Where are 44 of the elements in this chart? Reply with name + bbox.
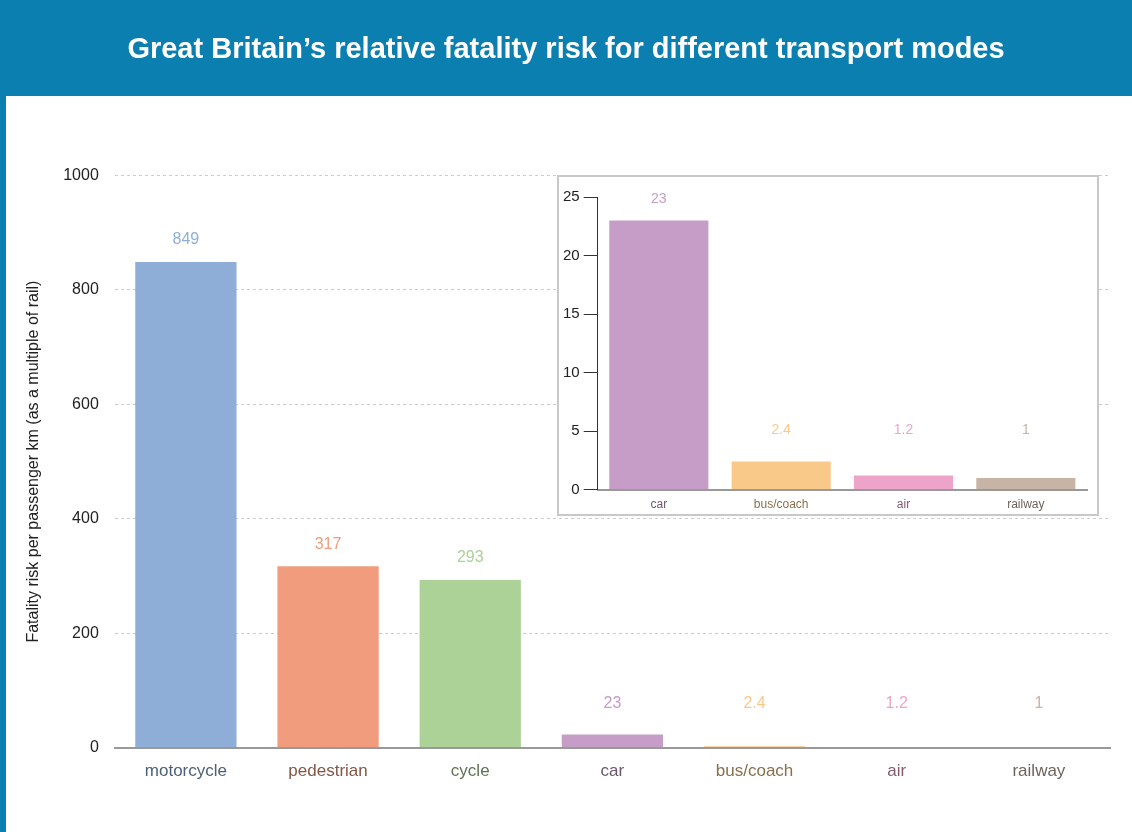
data-label: 1	[1021, 421, 1030, 438]
x-tick-label: bus/coach	[753, 497, 809, 512]
data-label: 23	[603, 694, 622, 712]
y-tick-label: 10	[563, 362, 580, 380]
data-label: 1.2	[885, 694, 908, 712]
bar	[609, 220, 709, 490]
y-tick-label: 0	[89, 738, 99, 756]
bar	[419, 580, 521, 748]
data-label: 1.2	[893, 421, 914, 438]
x-tick-label: cycle	[450, 761, 490, 781]
x-tick-label: air	[896, 497, 911, 512]
chart-title: Great Britain’s relative fatality risk for different transport modes	[0, 0, 1132, 96]
x-tick-label: motorcycle	[144, 761, 227, 781]
x-tick-label: bus/coach	[715, 761, 794, 781]
x-tick-label: pedestrian	[288, 761, 368, 781]
y-tick-label: 0	[571, 479, 580, 497]
y-tick-label: 25	[563, 187, 580, 205]
bar	[135, 261, 237, 748]
bar	[561, 734, 664, 748]
bar	[277, 566, 379, 748]
y-tick-label: 800	[72, 280, 99, 298]
data-label: 2.4	[771, 421, 792, 438]
data-label: 293	[456, 548, 484, 566]
data-label: 23	[651, 190, 667, 207]
x-tick-label: car	[650, 497, 668, 512]
x-tick-label: car	[600, 761, 625, 781]
bar	[976, 477, 1076, 490]
y-tick-label: 600	[72, 394, 99, 412]
y-tick-label: 20	[563, 245, 580, 263]
data-label: 1	[1034, 694, 1044, 712]
y-tick-label: 5	[571, 421, 580, 439]
x-tick-label: railway	[1007, 497, 1045, 512]
y-tick-label: 15	[563, 304, 580, 322]
data-label: 2.4	[743, 694, 766, 712]
y-tick-label: 400	[72, 509, 99, 527]
x-tick-label: air	[887, 761, 907, 781]
data-label: 317	[314, 534, 342, 552]
y-tick-label: 200	[72, 623, 99, 641]
bar	[731, 461, 831, 490]
y-axis-title: Fatality risk per passenger km (as a multiple of rail)	[24, 280, 42, 643]
x-tick-label: railway	[1012, 761, 1066, 781]
bar	[853, 475, 954, 490]
data-label: 849	[172, 230, 200, 248]
y-tick-label: 1000	[63, 166, 99, 184]
